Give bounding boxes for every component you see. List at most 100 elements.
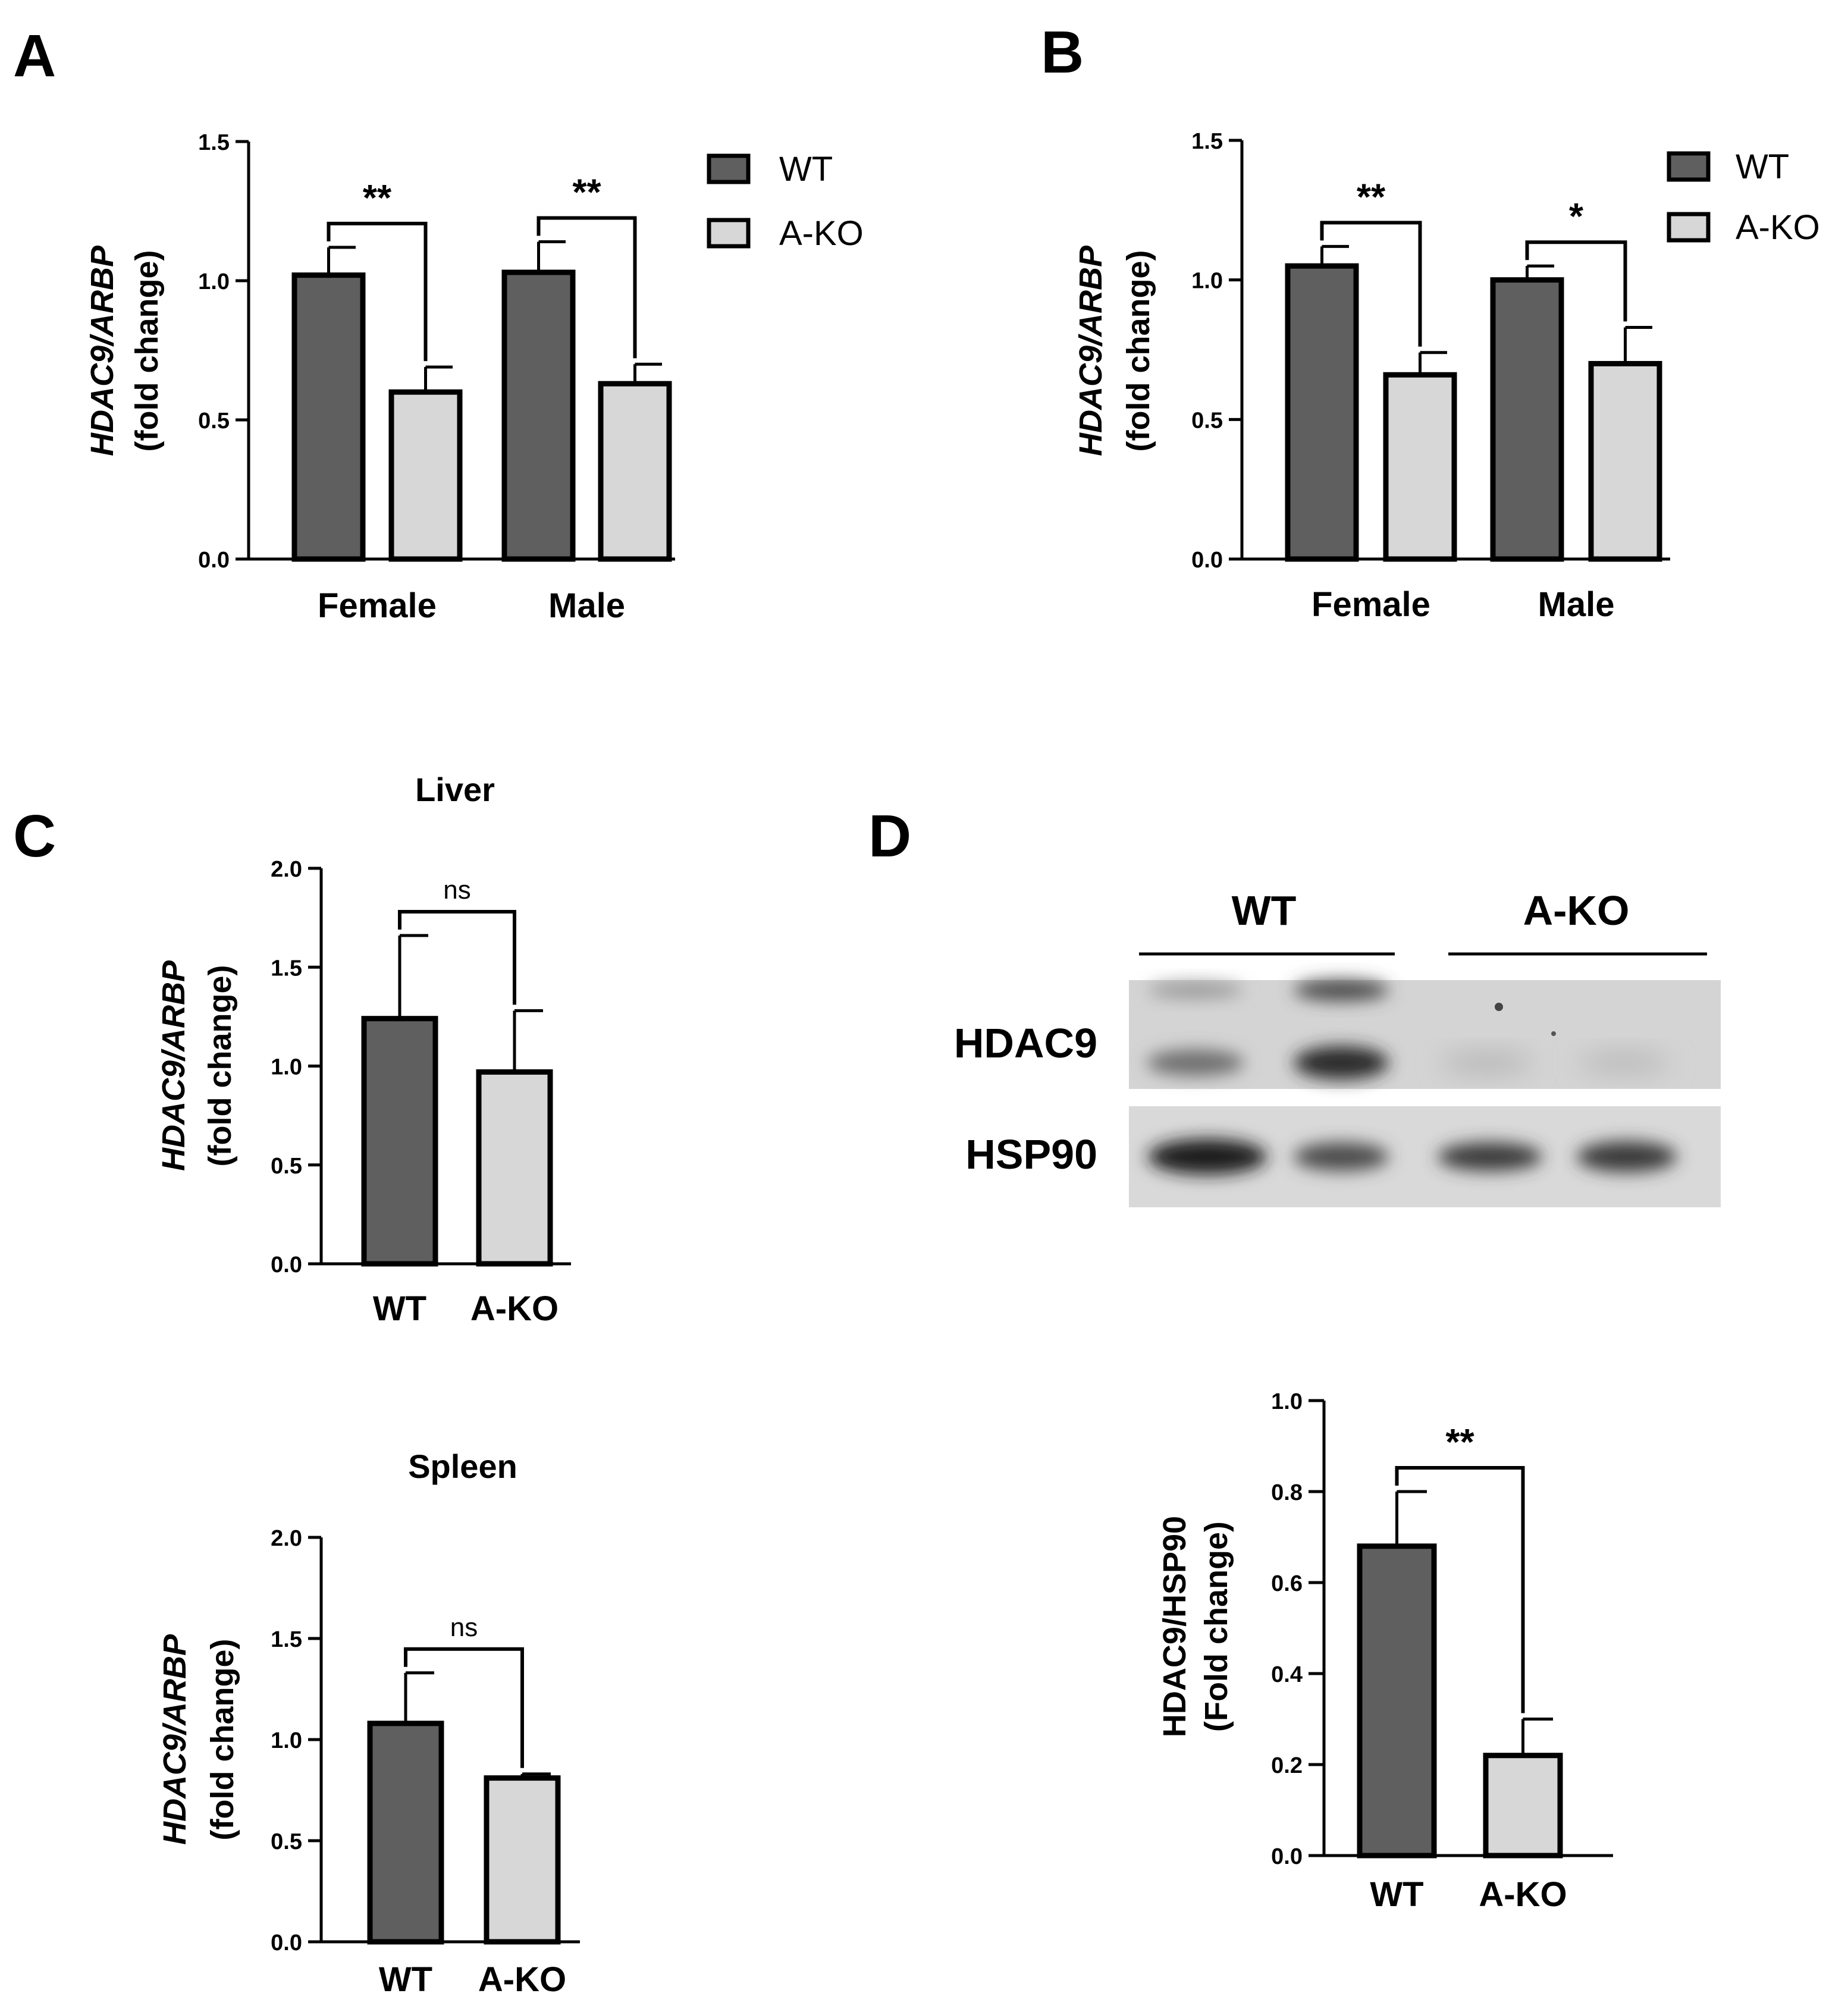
blot-band-hdac9-4 [1577, 1053, 1670, 1072]
chart-d: 0.0 0.2 0.4 0.6 0.8 1.0 ** WT A-KO HDAC9/HSP90 (Fo… [1157, 1389, 1613, 1914]
chart-b-y-tick-label: 1.0 [1191, 269, 1223, 294]
blot-band-hsp90-1 [1148, 1139, 1267, 1175]
chart-c-liver-y-tick-label: 0.0 [271, 1253, 302, 1277]
chart-a-category-label: Male [548, 586, 625, 625]
chart-b-y-label-sub: (fold change) [1121, 250, 1156, 452]
chart-c-liver-y-tick-label: 1.0 [271, 1055, 302, 1080]
chart-c-liver-y-tick-label: 1.5 [271, 956, 302, 981]
chart-c-liver-y-tick-label: 0.5 [271, 1154, 302, 1179]
chart-c-liver-category-label: WT [373, 1289, 426, 1328]
chart-c-spleen-y-label-sub: (fold change) [205, 1639, 240, 1841]
chart-c-liver: 0.0 0.5 1.0 1.5 2.0 ns WT A-KO Liver HDAC9/ARBP (f… [156, 771, 571, 1328]
chart-c-liver-y-label-sub: (fold change) [202, 965, 238, 1167]
chart-d-quant-sig-label: ** [1445, 1422, 1474, 1463]
blot-band-hdac9-3 [1441, 1053, 1533, 1072]
chart-d-quant-sig-bracket [1395, 1466, 1525, 1713]
chart-b-1-sig-label: * [1569, 196, 1584, 237]
chart-c-spleen-y-label-main: HDAC9/ARBP [157, 1634, 193, 1845]
chart-b-0-sig-bracket [1320, 221, 1422, 347]
chart-b-y-tick-label: 0.5 [1191, 408, 1223, 433]
chart-a-y-label-main: HDAC9/ARBP [84, 245, 120, 456]
chart-a-legend-swatch [707, 153, 751, 184]
blot-band-hdac9-1-top [1148, 982, 1243, 999]
chart-c-liver-title: Liver [415, 771, 495, 808]
blot-row-label-hdac9: HDAC9 [954, 1020, 1097, 1066]
chart-a-ako-bar [598, 381, 672, 562]
chart-c-liver-sig-label: ns [443, 875, 470, 905]
chart-a-category-label: Female [318, 586, 437, 625]
chart-b-legend-label: WT [1736, 147, 1789, 186]
chart-c-spleen-category-label: WT [379, 1960, 432, 1999]
chart-d-quant-y-tick-label: 1.0 [1271, 1389, 1303, 1414]
chart-c-liver-sig-bracket [398, 910, 516, 1005]
chart-a-y-tick-label: 0.0 [198, 548, 230, 573]
blot-band-hdac9-2 [1294, 1046, 1389, 1079]
chart-d-quant-y-tick-label: 0.2 [1271, 1753, 1303, 1778]
western-blot: WT A-KO HDAC9 HSP90 [954, 887, 1721, 1207]
chart-d-quant-y-tick-label: 0.4 [1271, 1662, 1303, 1687]
chart-b-y-tick-label: 1.5 [1191, 129, 1223, 154]
blot-band-hdac9-1 [1147, 1050, 1244, 1076]
chart-d-quant-y-tick-label: 0.6 [1271, 1571, 1303, 1596]
panel-letter-b: B [1041, 19, 1084, 86]
chart-c-spleen-y-tick-label: 1.0 [271, 1728, 302, 1753]
chart-d-quant-ako-bar [1483, 1753, 1563, 1859]
chart-b-legend-label: A-KO [1736, 208, 1820, 247]
chart-a-legend-label: WT [779, 150, 833, 189]
blot-band-hsp90-3 [1438, 1142, 1542, 1171]
chart-a-1-sig-label: ** [572, 172, 601, 213]
chart-d-quant-wt-bar [1357, 1543, 1437, 1859]
blot-row-label-hsp90: HSP90 [965, 1131, 1097, 1178]
blot-band-hsp90-4 [1577, 1141, 1677, 1172]
chart-b-y-tick-label: 0.0 [1191, 548, 1223, 573]
chart-a-y-tick-label: 1.5 [198, 130, 230, 155]
chart-d-quant-y-tick-label: 0.8 [1271, 1480, 1303, 1505]
chart-b-ako-bar [1383, 372, 1457, 562]
chart-c-spleen-ako-bar [484, 1775, 561, 1945]
chart-c-spleen-sig-label: ns [450, 1613, 478, 1642]
chart-c-liver-y-label-main: HDAC9/ARBP [156, 960, 192, 1171]
chart-c-liver-ako-bar [476, 1069, 553, 1267]
chart-a-ako-bar [388, 389, 463, 562]
chart-c-liver-y-tick-label: 2.0 [271, 857, 302, 882]
chart-a-y-label-sub: (fold change) [129, 250, 165, 452]
chart-c-spleen-y-tick-label: 2.0 [271, 1526, 302, 1551]
chart-c-spleen: 0.0 0.5 1.0 1.5 2.0 ns WT A-KO Spleen HDAC9/ARBP (… [157, 1448, 580, 1999]
chart-d-quant-category-label: A-KO [1479, 1875, 1567, 1914]
blot-speck-1 [1495, 1003, 1503, 1011]
chart-d-quant-y-tick-label: 0.0 [1271, 1844, 1303, 1869]
chart-a-legend-swatch [707, 218, 751, 249]
chart-b-category-label: Female [1312, 585, 1430, 624]
chart-b-1-sig-bracket [1525, 240, 1627, 322]
blot-speck-2 [1551, 1031, 1556, 1036]
chart-b-wt-bar [1285, 263, 1359, 562]
chart-b-legend-swatch [1667, 212, 1711, 243]
chart-b-y-label-main: HDAC9/ARBP [1073, 245, 1109, 456]
blot-group-label-wt: WT [1232, 887, 1297, 934]
chart-b: 0.0 0.5 1.0 1.5 ** Female * Male WT A-KO HDAC9/ARB… [1073, 129, 1820, 624]
chart-a-y-tick-label: 1.0 [198, 269, 230, 294]
blot-band-hdac9-2-top [1294, 980, 1389, 1001]
chart-b-ako-bar [1588, 360, 1662, 562]
chart-a: 0.0 0.5 1.0 1.5 ** Female ** Male WT A-KO HDAC9/AR… [84, 130, 864, 625]
chart-b-wt-bar [1490, 277, 1564, 562]
chart-a-legend-label: A-KO [779, 214, 864, 253]
chart-c-spleen-category-label: A-KO [478, 1960, 566, 1999]
chart-b-category-label: Male [1538, 585, 1615, 624]
chart-b-0-sig-label: ** [1357, 177, 1386, 218]
panel-letter-a: A [13, 23, 56, 89]
chart-c-spleen-y-tick-label: 0.5 [271, 1829, 302, 1854]
chart-a-1-sig-bracket [536, 216, 637, 359]
chart-b-legend-swatch [1667, 151, 1711, 182]
chart-a-wt-bar [501, 269, 576, 562]
chart-c-liver-wt-bar [361, 1016, 438, 1267]
chart-c-spleen-y-tick-label: 0.0 [271, 1930, 302, 1955]
chart-d-quant-y-label-sub: (Fold change) [1198, 1521, 1234, 1732]
panel-letter-d: D [868, 803, 911, 869]
chart-a-wt-bar [291, 272, 366, 562]
panel-letter-c: C [13, 803, 56, 869]
chart-c-spleen-sig-bracket [404, 1647, 524, 1768]
chart-c-spleen-wt-bar [367, 1721, 444, 1945]
chart-c-spleen-title: Spleen [408, 1448, 517, 1485]
